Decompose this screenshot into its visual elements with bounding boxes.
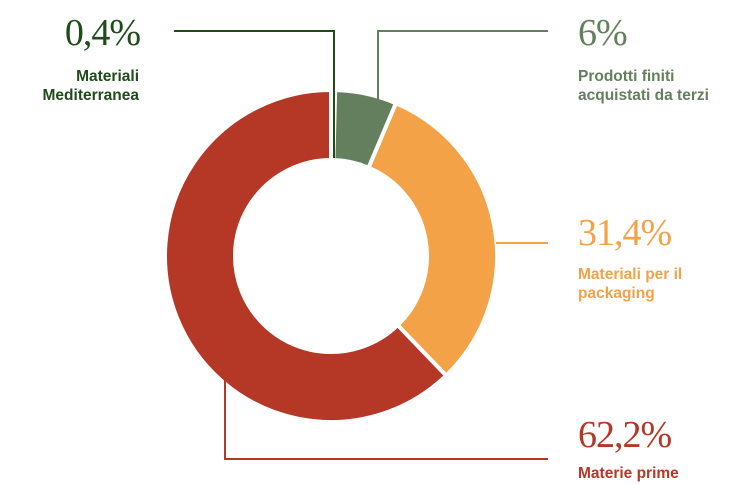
value-label-packaging: 31,4% bbox=[578, 212, 672, 254]
category-label-line: Materiali bbox=[76, 68, 139, 85]
category-label-line: Prodotti finiti bbox=[578, 68, 675, 85]
category-label-line: packaging bbox=[578, 285, 655, 302]
leader-line-materie bbox=[224, 380, 548, 460]
category-label-line: Materie prime bbox=[578, 465, 679, 482]
leader-line-prodotti bbox=[377, 30, 548, 104]
value-label-mediterranea: 0,4% bbox=[64, 12, 141, 54]
category-label-line: acquistati da terzi bbox=[578, 87, 709, 104]
leader-line-mediterranea bbox=[174, 30, 335, 158]
slice-packaging bbox=[365, 100, 499, 379]
value-label-prodotti: 6% bbox=[578, 12, 628, 54]
category-label-materie: Materie prime bbox=[578, 464, 679, 483]
category-label-line: Mediterranea bbox=[42, 87, 139, 104]
value-label-materie: 62,2% bbox=[578, 414, 672, 456]
category-label-prodotti: Prodotti finiti acquistati da terzi bbox=[578, 67, 709, 105]
slice-materie bbox=[163, 87, 449, 424]
category-label-line: Materiali per il bbox=[578, 266, 683, 283]
category-label-packaging: Materiali per il packaging bbox=[578, 265, 682, 303]
category-label-mediterranea: Materiali Mediterranea bbox=[43, 67, 139, 105]
